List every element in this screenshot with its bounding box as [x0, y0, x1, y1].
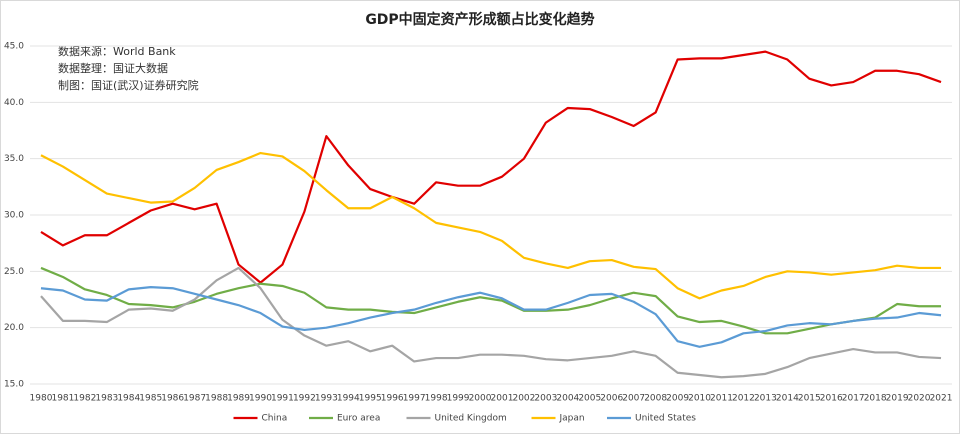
x-tick-label: 1981	[51, 394, 74, 404]
x-tick-label: 1989	[227, 394, 250, 404]
y-tick-label: 35.0	[4, 154, 24, 164]
x-tick-label: 1999	[447, 394, 470, 404]
x-tick-label: 1995	[359, 394, 382, 404]
x-tick-label: 2007	[622, 394, 645, 404]
x-tick-label: 2009	[666, 394, 689, 404]
legend-label: China	[262, 414, 288, 424]
x-tick-label: 2011	[710, 394, 733, 404]
x-tick-label: 2015	[798, 394, 821, 404]
legend-label: Japan	[559, 414, 585, 424]
x-tick-label: 2001	[491, 394, 514, 404]
y-tick-label: 25.0	[4, 267, 24, 277]
y-tick-label: 40.0	[4, 98, 24, 108]
y-tick-label: 45.0	[4, 42, 24, 52]
x-tick-label: 2000	[469, 394, 492, 404]
series-line	[40, 266, 942, 379]
x-tick-label: 2014	[776, 394, 799, 404]
series-line	[40, 151, 942, 300]
x-tick-label: 2021	[930, 394, 953, 404]
x-tick-label: 1986	[161, 394, 184, 404]
x-tick-label: 2017	[842, 394, 865, 404]
y-tick-label: 15.0	[4, 380, 24, 390]
series-line	[40, 266, 942, 335]
x-tick-label: 2002	[512, 394, 535, 404]
x-tick-label: 2018	[864, 394, 887, 404]
x-tick-label: 2006	[600, 394, 623, 404]
x-tick-label: 1998	[425, 394, 448, 404]
x-tick-label: 2013	[754, 394, 777, 404]
chart-title: GDP中固定资产形成额占比变化趋势	[365, 11, 594, 28]
x-tick-label: 2012	[732, 394, 755, 404]
x-tick-label: 2005	[578, 394, 601, 404]
x-tick-label: 2016	[820, 394, 843, 404]
x-tick-label: 1987	[183, 394, 206, 404]
x-tick-label: 1982	[73, 394, 96, 404]
x-tick-label: 2020	[908, 394, 931, 404]
x-tick-label: 1991	[271, 394, 294, 404]
series-line	[40, 286, 942, 348]
x-tick-label: 1988	[205, 394, 228, 404]
x-tick-label: 2008	[644, 394, 667, 404]
x-tick-label: 1992	[293, 394, 316, 404]
x-tick-label: 1984	[117, 394, 140, 404]
x-tick-label: 1990	[249, 394, 272, 404]
annotation: 数据来源：World Bank	[58, 44, 176, 58]
x-tick-label: 1985	[139, 394, 162, 404]
x-tick-label: 1980	[30, 394, 53, 404]
annotation: 数据整理：国证大数据	[58, 61, 168, 75]
x-tick-label: 2004	[556, 394, 579, 404]
x-tick-label: 1993	[315, 394, 338, 404]
x-tick-label: 1997	[403, 394, 426, 404]
x-tick-label: 1994	[337, 394, 360, 404]
x-tick-label: 1996	[381, 394, 404, 404]
x-tick-label: 2010	[688, 394, 711, 404]
y-tick-label: 30.0	[4, 211, 24, 221]
x-tick-label: 1983	[95, 394, 118, 404]
legend-label: Euro area	[337, 414, 380, 424]
series-line	[40, 50, 942, 284]
x-tick-label: 2019	[886, 394, 909, 404]
legend-label: United States	[635, 414, 696, 424]
x-tick-label: 2003	[534, 394, 557, 404]
legend-label: United Kingdom	[435, 414, 507, 424]
y-tick-label: 20.0	[4, 323, 24, 333]
annotation: 制图：国证(武汉)证券研究院	[58, 78, 199, 92]
